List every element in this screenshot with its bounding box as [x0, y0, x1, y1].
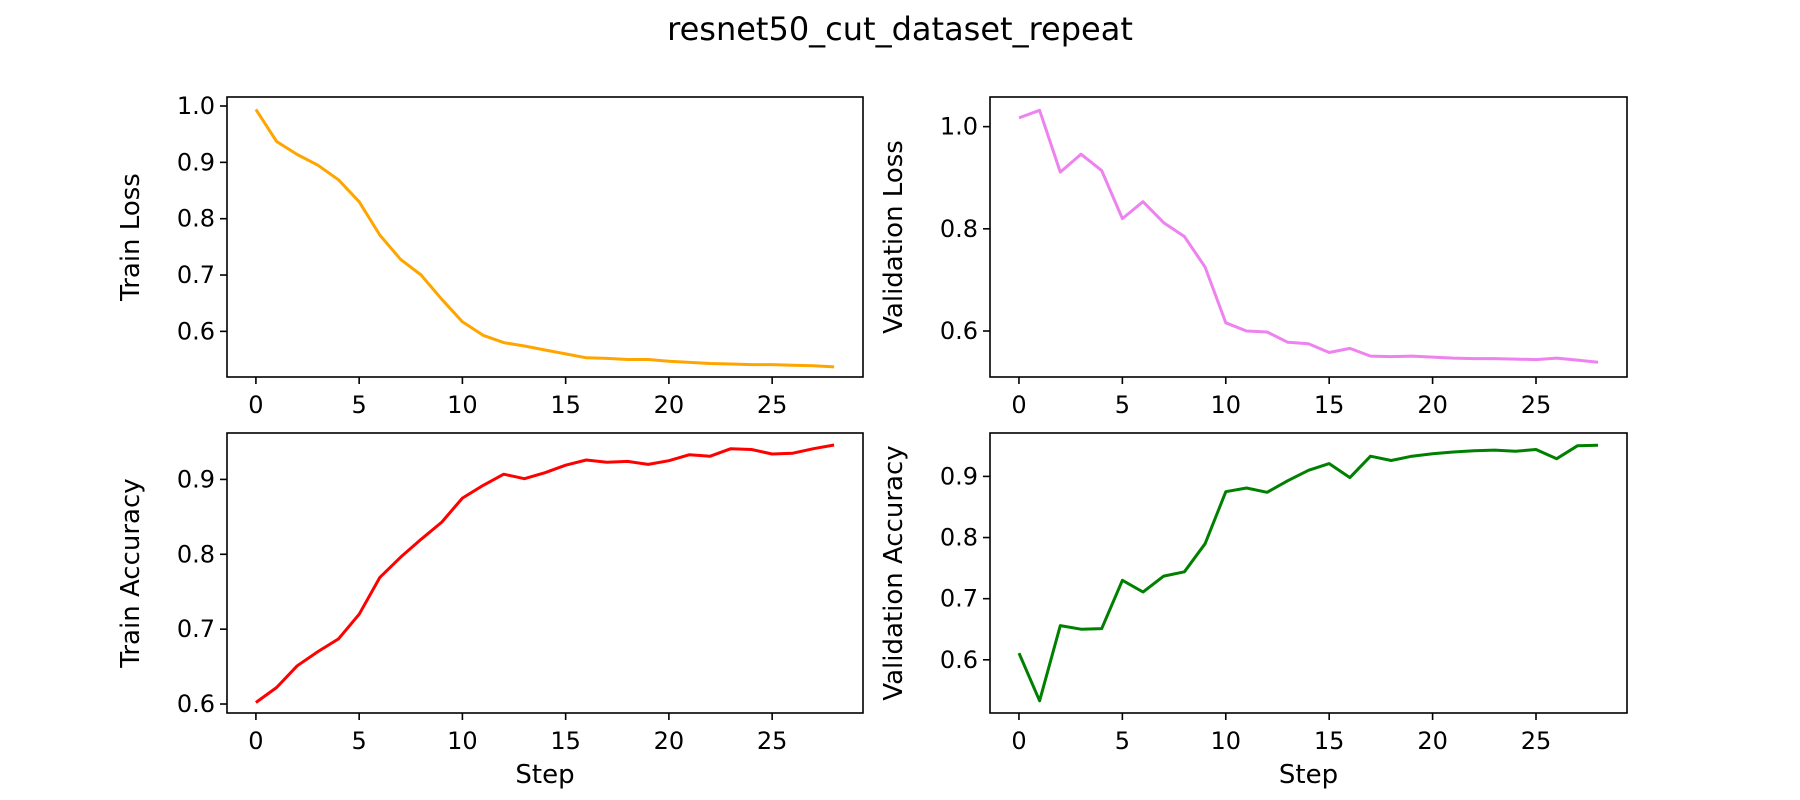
train-loss-x-tick-label: 15 — [550, 391, 581, 419]
validation-accuracy-x-tick-label: 25 — [1521, 727, 1552, 755]
train-loss-line — [254, 108, 835, 369]
train-loss-x-tick-label: 10 — [447, 391, 478, 419]
train-loss-y-tick-label: 0.6 — [177, 317, 215, 345]
train-accuracy-x-tick-label: 10 — [447, 727, 478, 755]
train-accuracy-y-tick-label: 0.9 — [177, 465, 215, 493]
validation-accuracy-y-tick-label: 0.7 — [940, 585, 978, 613]
validation-accuracy-y-tick-label: 0.6 — [940, 646, 978, 674]
validation-loss-x-tick-label: 5 — [1115, 391, 1130, 419]
train-loss-plot-frame — [226, 96, 864, 378]
train-loss-y-tick-label: 0.9 — [177, 148, 215, 176]
train-accuracy-x-tick-label: 15 — [550, 727, 581, 755]
validation-accuracy-line — [1017, 443, 1599, 703]
train-loss-x-tick-label: 0 — [248, 391, 263, 419]
validation-accuracy-x-tick-label: 5 — [1115, 727, 1130, 755]
validation-loss-x-tick-label: 20 — [1417, 391, 1448, 419]
validation-accuracy-y-tick-label: 0.8 — [940, 524, 978, 552]
train-accuracy-plot-frame — [226, 432, 864, 714]
train-accuracy-y-axis-label: Train Accuracy — [116, 478, 146, 668]
validation-loss-y-tick-label: 0.6 — [940, 317, 978, 345]
validation-accuracy-x-tick-label: 10 — [1210, 727, 1241, 755]
train-accuracy-line — [255, 443, 835, 704]
train-accuracy-y-tick-label: 0.8 — [177, 540, 215, 568]
validation-accuracy-x-tick-label: 20 — [1417, 727, 1448, 755]
validation-accuracy-x-tick-label: 0 — [1011, 727, 1026, 755]
train-loss-y-tick-label: 0.7 — [177, 261, 215, 289]
train-loss-x-tick-label: 20 — [654, 391, 685, 419]
validation-loss-x-tick-label: 0 — [1011, 391, 1026, 419]
validation-accuracy-y-tick-label: 0.9 — [940, 462, 978, 490]
validation-accuracy-x-axis-label: Step — [1279, 760, 1338, 790]
validation-loss-x-tick-label: 25 — [1521, 391, 1552, 419]
train-loss-y-axis-label: Train Loss — [116, 173, 146, 302]
train-accuracy-x-tick-label: 0 — [248, 727, 263, 755]
train-loss-y-tick-label: 1.0 — [177, 92, 215, 120]
train-accuracy-x-tick-label: 20 — [654, 727, 685, 755]
figure-title: resnet50_cut_dataset_repeat — [667, 10, 1133, 48]
validation-accuracy-plot-frame — [989, 432, 1628, 714]
train-loss-x-tick-label: 5 — [352, 391, 367, 419]
train-accuracy-x-tick-label: 25 — [757, 727, 788, 755]
validation-loss-y-axis-label: Validation Loss — [879, 140, 909, 334]
validation-loss-y-tick-label: 0.8 — [940, 215, 978, 243]
validation-loss-plot-frame — [989, 96, 1628, 378]
train-accuracy-y-tick-label: 0.6 — [177, 690, 215, 718]
train-loss-y-tick-label: 0.8 — [177, 205, 215, 233]
validation-loss-line — [1018, 108, 1599, 364]
train-accuracy-x-axis-label: Step — [515, 760, 574, 790]
validation-loss-x-tick-label: 15 — [1314, 391, 1345, 419]
validation-loss-y-tick-label: 1.0 — [940, 113, 978, 141]
train-loss-x-tick-label: 25 — [757, 391, 788, 419]
train-accuracy-y-tick-label: 0.7 — [177, 615, 215, 643]
validation-accuracy-y-axis-label: Validation Accuracy — [879, 445, 909, 700]
validation-loss-x-tick-label: 10 — [1210, 391, 1241, 419]
train-accuracy-x-tick-label: 5 — [352, 727, 367, 755]
validation-accuracy-x-tick-label: 15 — [1314, 727, 1345, 755]
